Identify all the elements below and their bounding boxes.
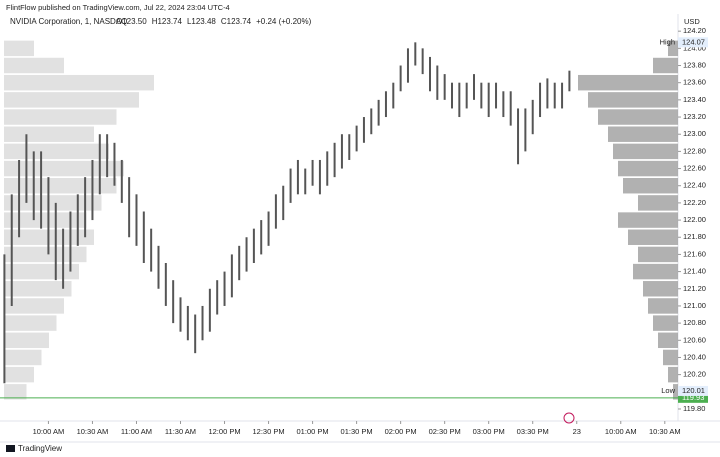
volume-profile-left (4, 126, 94, 142)
marker-tag (678, 385, 708, 396)
marker-name: Low (661, 386, 675, 395)
x-tick-label: 11:00 AM (121, 427, 152, 436)
published-line: FlintFlow published on TradingView.com, … (6, 3, 230, 12)
marker-name: High (660, 37, 675, 46)
volume-profile-left (4, 281, 72, 297)
volume-profile-right (613, 143, 678, 160)
volume-profile-right (623, 178, 678, 194)
y-tick-label: 123.60 (683, 78, 706, 87)
x-tick-label: 03:30 PM (517, 427, 549, 436)
marker-value: 124.07 (682, 37, 705, 46)
volume-profile-right (643, 281, 678, 297)
y-tick-label: 123.80 (683, 61, 706, 70)
ohlc-value: L123.48 (187, 17, 216, 26)
y-tick-label: 124.20 (683, 26, 706, 35)
x-tick-label: 10:00 AM (33, 427, 65, 436)
volume-profile-right (663, 349, 678, 366)
volume-profile-right (668, 366, 678, 383)
y-tick-label: 122.60 (683, 164, 706, 173)
logo (6, 445, 15, 452)
currency: USD (684, 17, 700, 26)
y-tick-label: 122.00 (683, 215, 706, 224)
volume-profile-right (578, 74, 678, 91)
volume-profile-left (4, 57, 64, 74)
y-tick-label: 120.80 (683, 318, 706, 327)
volume-profile-left (4, 92, 139, 108)
volume-profile-right (668, 40, 678, 57)
y-tick-label: 123.20 (683, 112, 706, 121)
x-tick-label: 01:30 PM (341, 427, 373, 436)
x-tick-label: 23 (573, 427, 581, 436)
volume-profile-right (658, 332, 678, 349)
y-tick-label: 122.80 (683, 146, 706, 155)
volume-profile-right (608, 126, 678, 142)
footer: TradingView (18, 444, 62, 453)
volume-profile-right (638, 246, 678, 263)
volume-profile-left (4, 298, 64, 314)
volume-profile-right (638, 195, 678, 211)
volume-profile-left (4, 349, 42, 366)
x-tick-label: 03:00 PM (473, 427, 505, 436)
y-tick-label: 121.40 (683, 267, 706, 276)
volume-profile-right (618, 160, 678, 177)
y-tick-label: 122.20 (683, 198, 706, 207)
volume-profile-right (628, 229, 678, 245)
x-tick-label: 10:30 AM (649, 427, 681, 436)
volume-profile-right (618, 212, 678, 228)
x-tick-label: 10:30 AM (77, 427, 109, 436)
x-tick-label: 02:30 PM (429, 427, 461, 436)
y-tick-label: 121.60 (683, 249, 706, 258)
event-icon (563, 412, 575, 424)
volume-profile-right (653, 315, 678, 331)
ohlc-value: +0.24 (+0.20%) (256, 17, 311, 26)
volume-profile-left (4, 212, 87, 228)
y-tick-label: 123.00 (683, 129, 706, 138)
volume-profile-left (4, 40, 34, 57)
ohlc-value: O123.50 (116, 17, 147, 26)
x-tick-label: 10:00 AM (605, 427, 637, 436)
volume-profile-left (4, 160, 124, 177)
price-line-tag (678, 392, 708, 403)
y-tick-label: 121.00 (683, 301, 706, 310)
volume-profile-right (653, 57, 678, 74)
y-tick-label: 123.40 (683, 95, 706, 104)
volume-profile-right (648, 298, 678, 314)
marker-value: 120.01 (682, 386, 705, 395)
price-line-label: 119.93 (682, 393, 704, 402)
x-tick-label: 02:00 PM (385, 427, 417, 436)
ohlc-legend: O123.50 H123.74 L123.48 C123.74 +0.24 (+0.20… (116, 17, 312, 26)
y-tick-label: 124.00 (683, 43, 706, 52)
x-tick-label: 11:30 AM (165, 427, 196, 436)
volume-profile-left (4, 109, 117, 125)
volume-profile-left (4, 246, 87, 263)
volume-profile-left (4, 143, 109, 160)
y-tick-label: 120.60 (683, 335, 706, 344)
x-tick-label: 01:00 PM (297, 427, 329, 436)
volume-profile-left (4, 178, 117, 194)
y-tick-label: 121.80 (683, 232, 706, 241)
volume-profile-right (673, 384, 678, 400)
x-tick-label: 12:00 PM (208, 427, 240, 436)
volume-profile-left (4, 366, 34, 383)
volume-profile-right (598, 109, 678, 125)
ohlc-value: H123.74 (152, 17, 183, 26)
marker-tag (678, 37, 708, 48)
volume-profile-right (588, 92, 678, 108)
symbol: NVIDIA Corporation, 1, NASDAQ (10, 17, 127, 26)
y-tick-label: 120.20 (683, 370, 706, 379)
ohlc-value: C123.74 (221, 17, 252, 26)
volume-profile-left (4, 384, 27, 400)
volume-profile-left (4, 315, 57, 331)
y-tick-label: 121.20 (683, 284, 706, 293)
y-tick-label: 120.40 (683, 352, 706, 361)
y-tick-label: 122.40 (683, 181, 706, 190)
volume-profile-right (633, 263, 678, 280)
volume-profile-left (4, 332, 49, 349)
x-tick-label: 12:30 PM (253, 427, 285, 436)
y-tick-label: 119.80 (683, 404, 705, 413)
volume-profile-left (4, 74, 154, 91)
volume-profile-left (4, 263, 79, 280)
